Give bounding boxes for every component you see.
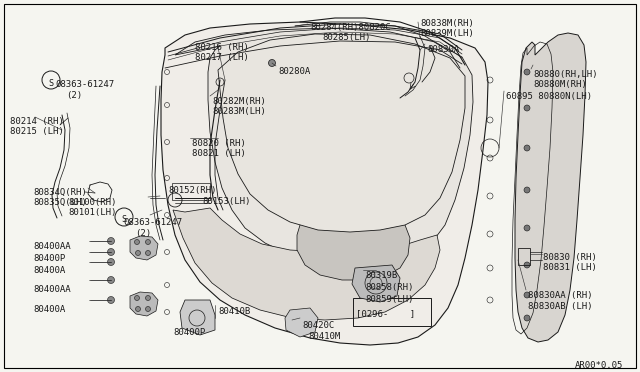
Text: 80880(RH,LH): 80880(RH,LH) <box>533 70 598 79</box>
Text: 80400P: 80400P <box>33 254 65 263</box>
Text: 80420C: 80420C <box>302 321 334 330</box>
Circle shape <box>108 259 115 266</box>
Text: 80284(RH)80820C: 80284(RH)80820C <box>310 23 390 32</box>
Polygon shape <box>285 308 318 337</box>
Text: 80400A: 80400A <box>33 266 65 275</box>
Circle shape <box>108 296 115 304</box>
Text: S: S <box>49 78 54 87</box>
Circle shape <box>136 307 141 311</box>
Text: 08363-61247: 08363-61247 <box>123 218 182 227</box>
Circle shape <box>134 240 140 244</box>
Text: 08363-61247: 08363-61247 <box>55 80 114 89</box>
Text: 80821 (LH): 80821 (LH) <box>192 149 246 158</box>
Text: S: S <box>122 215 127 224</box>
Text: 80831 (LH): 80831 (LH) <box>543 263 596 272</box>
Text: 80100(RH): 80100(RH) <box>68 198 116 207</box>
Circle shape <box>524 292 530 298</box>
Text: 80152(RH): 80152(RH) <box>168 186 216 195</box>
Text: 80153(LH): 80153(LH) <box>202 197 250 206</box>
Text: 80282M(RH): 80282M(RH) <box>212 97 266 106</box>
Circle shape <box>108 248 115 256</box>
Polygon shape <box>175 28 473 265</box>
Circle shape <box>524 69 530 75</box>
Text: 80830A: 80830A <box>427 45 460 54</box>
Circle shape <box>145 307 150 311</box>
Text: 80283M(LH): 80283M(LH) <box>212 107 266 116</box>
Text: 80400AA: 80400AA <box>33 242 70 251</box>
Text: 80835Q(LH): 80835Q(LH) <box>33 198 87 207</box>
Text: 80830 (RH): 80830 (RH) <box>543 253 596 262</box>
Text: 80400A: 80400A <box>33 305 65 314</box>
Text: 80858(RH): 80858(RH) <box>365 283 413 292</box>
Polygon shape <box>515 33 586 342</box>
Text: (2): (2) <box>66 91 82 100</box>
Text: 80820 (RH): 80820 (RH) <box>192 139 246 148</box>
Text: 80285(LH): 80285(LH) <box>322 33 371 42</box>
Polygon shape <box>130 236 158 260</box>
Circle shape <box>145 240 150 244</box>
Text: AR00*0.05: AR00*0.05 <box>575 361 623 370</box>
Polygon shape <box>352 265 400 302</box>
Text: 80280A: 80280A <box>278 67 310 76</box>
Circle shape <box>524 315 530 321</box>
Text: 80859(LH): 80859(LH) <box>365 295 413 304</box>
Text: 80400P: 80400P <box>173 328 205 337</box>
Text: 80214 (RH): 80214 (RH) <box>10 117 64 126</box>
Text: 80839M(LH): 80839M(LH) <box>420 29 474 38</box>
Circle shape <box>524 145 530 151</box>
Text: 80834Q(RH): 80834Q(RH) <box>33 188 87 197</box>
Circle shape <box>136 250 141 256</box>
Polygon shape <box>297 210 410 280</box>
Polygon shape <box>180 300 215 335</box>
Polygon shape <box>173 208 440 320</box>
Text: 80830AA (RH): 80830AA (RH) <box>528 291 593 300</box>
Text: 80101(LH): 80101(LH) <box>68 208 116 217</box>
Text: 80319B: 80319B <box>365 271 397 280</box>
Text: 80838M(RH): 80838M(RH) <box>420 19 474 28</box>
Text: 80215 (LH): 80215 (LH) <box>10 127 64 136</box>
Text: 60895 80880N(LH): 60895 80880N(LH) <box>506 92 592 101</box>
Circle shape <box>524 225 530 231</box>
Text: 80830AB (LH): 80830AB (LH) <box>528 302 593 311</box>
Circle shape <box>524 262 530 268</box>
Text: 80410B: 80410B <box>218 307 250 316</box>
Polygon shape <box>161 22 488 345</box>
Circle shape <box>145 295 150 301</box>
Circle shape <box>108 276 115 283</box>
Text: 80216 (RH): 80216 (RH) <box>195 43 249 52</box>
Text: 80880M(RH): 80880M(RH) <box>533 80 587 89</box>
Polygon shape <box>130 292 158 316</box>
Circle shape <box>108 237 115 244</box>
Text: 80217 (LH): 80217 (LH) <box>195 53 249 62</box>
Text: 80400AA: 80400AA <box>33 285 70 294</box>
Text: (2): (2) <box>135 229 151 238</box>
Circle shape <box>145 250 150 256</box>
Circle shape <box>269 60 275 67</box>
Circle shape <box>134 295 140 301</box>
Text: [0296-    ]: [0296- ] <box>356 309 415 318</box>
Polygon shape <box>218 34 465 232</box>
Circle shape <box>524 187 530 193</box>
Text: 80410M: 80410M <box>308 332 340 341</box>
Bar <box>353 298 431 326</box>
Circle shape <box>524 105 530 111</box>
